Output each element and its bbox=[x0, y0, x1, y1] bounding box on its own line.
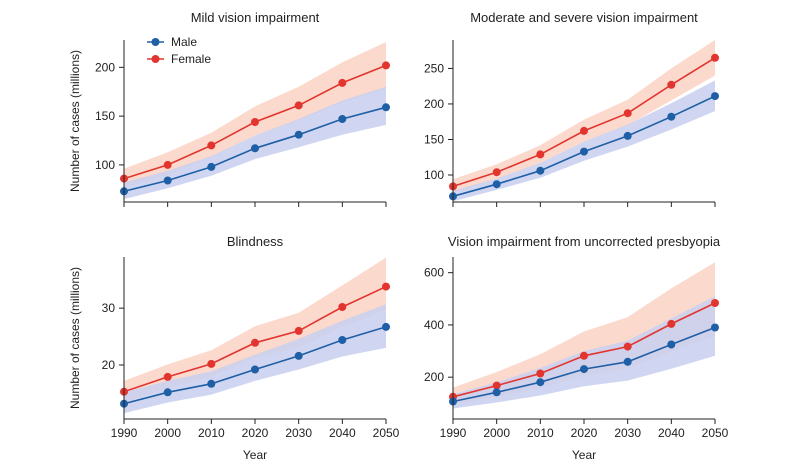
data-point-male bbox=[711, 92, 719, 101]
data-point-female bbox=[711, 299, 719, 307]
y-axis-label: Number of cases (millions) bbox=[68, 50, 82, 192]
data-point-female bbox=[338, 78, 347, 87]
data-point-male bbox=[338, 115, 347, 123]
panel-title: Mild vision impairment bbox=[191, 10, 320, 25]
data-point-male bbox=[580, 147, 588, 156]
panel-title: Vision impairment from uncorrected presb… bbox=[448, 234, 721, 249]
data-point-male bbox=[382, 322, 390, 331]
legend-marker-female bbox=[151, 55, 160, 63]
y-tick-label: 100 bbox=[95, 158, 115, 172]
x-tick-label: 1990 bbox=[111, 426, 138, 440]
x-axis-label: Year bbox=[572, 448, 596, 462]
y-tick-label: 30 bbox=[102, 301, 116, 315]
data-point-male bbox=[163, 388, 172, 397]
data-point-male bbox=[294, 351, 303, 360]
data-point-female bbox=[536, 150, 545, 159]
data-point-male bbox=[536, 166, 545, 175]
y-tick-label: 600 bbox=[424, 266, 444, 280]
data-point-female bbox=[382, 61, 390, 70]
uncertainty-band-female bbox=[453, 262, 715, 405]
chart-panel-2: 100 150 200 250 Moderate and severe vision i… bbox=[424, 10, 719, 207]
y-tick-label: 150 bbox=[95, 109, 115, 123]
data-point-male bbox=[163, 176, 172, 185]
y-tick-label: 100 bbox=[424, 168, 444, 182]
x-axis-label: Year bbox=[243, 448, 267, 462]
y-tick-label: 250 bbox=[424, 61, 444, 75]
y-tick-label: 20 bbox=[102, 358, 116, 372]
panel-title: Blindness bbox=[227, 234, 284, 249]
data-point-female bbox=[163, 372, 172, 381]
data-point-female bbox=[580, 351, 588, 360]
data-point-female bbox=[163, 160, 172, 169]
x-tick-label: 2010 bbox=[198, 426, 225, 440]
uncertainty-band-male bbox=[124, 304, 386, 414]
data-point-female bbox=[667, 80, 676, 89]
data-point-female bbox=[667, 319, 676, 328]
data-point-female bbox=[382, 282, 390, 291]
data-point-female bbox=[536, 369, 545, 378]
data-point-male bbox=[251, 365, 259, 374]
x-tick-label: 2000 bbox=[483, 426, 510, 440]
data-point-male bbox=[623, 131, 632, 140]
data-point-male bbox=[382, 103, 390, 112]
y-tick-label: 200 bbox=[424, 97, 444, 111]
legend-marker-male bbox=[151, 38, 160, 46]
data-point-male bbox=[580, 365, 588, 374]
x-tick-label: 2040 bbox=[658, 426, 685, 440]
data-point-female bbox=[623, 109, 632, 118]
panel-title: Moderate and severe vision impairment bbox=[470, 10, 698, 25]
legend-label-male: Male bbox=[171, 35, 197, 49]
data-point-male bbox=[207, 379, 216, 388]
data-point-male bbox=[623, 357, 632, 366]
data-point-female bbox=[711, 53, 719, 62]
legend-label-female: Female bbox=[171, 52, 211, 66]
y-tick-label: 400 bbox=[424, 318, 444, 332]
data-point-male bbox=[536, 378, 545, 387]
uncertainty-band-female bbox=[124, 42, 386, 188]
chart-panel-3: 1990 2000 2010 2020 2030 2040 20502030Blindnes… bbox=[68, 234, 400, 462]
data-point-female bbox=[251, 118, 259, 126]
data-point-female bbox=[251, 338, 259, 347]
data-point-female bbox=[492, 381, 501, 390]
x-tick-label: 2040 bbox=[329, 426, 356, 440]
uncertainty-band-female bbox=[124, 257, 386, 402]
data-point-male bbox=[251, 144, 259, 153]
data-point-male bbox=[711, 323, 719, 332]
data-point-female bbox=[207, 141, 216, 150]
uncertainty-band-male bbox=[124, 86, 386, 200]
data-point-female bbox=[207, 359, 216, 368]
data-point-female bbox=[294, 326, 303, 335]
x-tick-label: 2050 bbox=[373, 426, 400, 440]
x-tick-label: 2050 bbox=[702, 426, 729, 440]
y-tick-label: 200 bbox=[424, 370, 444, 384]
data-point-female bbox=[580, 126, 588, 135]
data-point-female bbox=[294, 101, 303, 110]
data-point-female bbox=[338, 303, 347, 311]
data-point-male bbox=[207, 162, 216, 171]
data-point-male bbox=[492, 180, 501, 189]
x-tick-label: 2010 bbox=[527, 426, 554, 440]
data-point-male bbox=[667, 340, 676, 349]
data-point-male bbox=[667, 112, 676, 121]
legend: Male Female bbox=[147, 35, 211, 66]
x-tick-label: 2030 bbox=[285, 426, 312, 440]
x-tick-label: 2000 bbox=[154, 426, 181, 440]
uncertainty-band-male bbox=[453, 80, 715, 202]
x-tick-label: 2030 bbox=[614, 426, 641, 440]
data-point-male bbox=[294, 130, 303, 139]
x-tick-label: 2020 bbox=[571, 426, 598, 440]
x-tick-label: 1990 bbox=[440, 426, 467, 440]
y-axis-label: Number of cases (millions) bbox=[68, 267, 82, 409]
data-point-male bbox=[492, 388, 501, 397]
data-point-female bbox=[492, 168, 501, 177]
chart-panel-4: 1990 2000 2010 2020 2030 2040 2050 200 400 600 Vis… bbox=[424, 234, 729, 462]
y-tick-label: 200 bbox=[95, 60, 115, 74]
chart-panel-1: 100 150 200 Mild vision impairment Number of… bbox=[68, 10, 390, 207]
data-point-female bbox=[623, 342, 632, 351]
x-tick-label: 2020 bbox=[242, 426, 269, 440]
y-tick-label: 150 bbox=[424, 132, 444, 146]
data-point-male bbox=[338, 336, 347, 344]
